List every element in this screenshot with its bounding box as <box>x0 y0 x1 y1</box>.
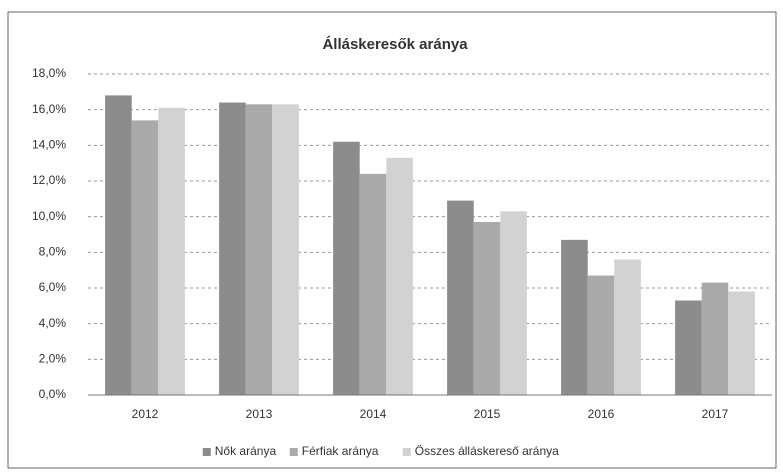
x-tick-label: 2017 <box>702 407 729 421</box>
y-tick-label: 18,0% <box>32 66 66 80</box>
x-tick-label: 2012 <box>132 407 159 421</box>
y-tick-label: 6,0% <box>39 280 67 294</box>
legend-swatch <box>202 448 211 456</box>
y-tick-label: 0,0% <box>39 387 67 401</box>
y-tick-label: 8,0% <box>39 245 67 259</box>
x-tick-label: 2015 <box>474 407 501 421</box>
bar <box>447 200 474 395</box>
bar <box>333 141 360 395</box>
bar <box>386 157 413 395</box>
bar <box>614 259 641 395</box>
bar <box>500 211 527 395</box>
bar <box>131 120 159 395</box>
legend-swatch <box>289 448 298 456</box>
bar <box>359 173 387 395</box>
bar <box>561 239 588 395</box>
bar <box>728 291 755 395</box>
bar <box>105 95 132 396</box>
bar <box>701 282 729 395</box>
y-tick-label: 2,0% <box>39 352 67 366</box>
y-tick-label: 4,0% <box>39 316 67 330</box>
bar <box>158 107 185 395</box>
bar <box>219 102 246 396</box>
legend-label: Nők aránya <box>215 444 277 458</box>
y-tick-label: 10,0% <box>32 209 66 223</box>
bar <box>245 104 273 396</box>
bar <box>473 222 501 395</box>
bar <box>587 275 615 395</box>
y-tick-label: 12,0% <box>32 173 66 187</box>
x-tick-label: 2013 <box>246 407 273 421</box>
bar <box>272 104 299 396</box>
x-tick-label: 2014 <box>360 407 387 421</box>
chart-title: Álláskeresők aránya <box>322 36 468 53</box>
legend-label: Férfiak aránya <box>302 444 379 458</box>
x-tick-label: 2016 <box>588 407 615 421</box>
legend-label: Összes álláskereső aránya <box>415 444 559 458</box>
y-tick-label: 14,0% <box>32 138 66 152</box>
legend-swatch <box>402 448 411 456</box>
bar <box>675 300 702 395</box>
y-tick-label: 16,0% <box>32 102 66 116</box>
